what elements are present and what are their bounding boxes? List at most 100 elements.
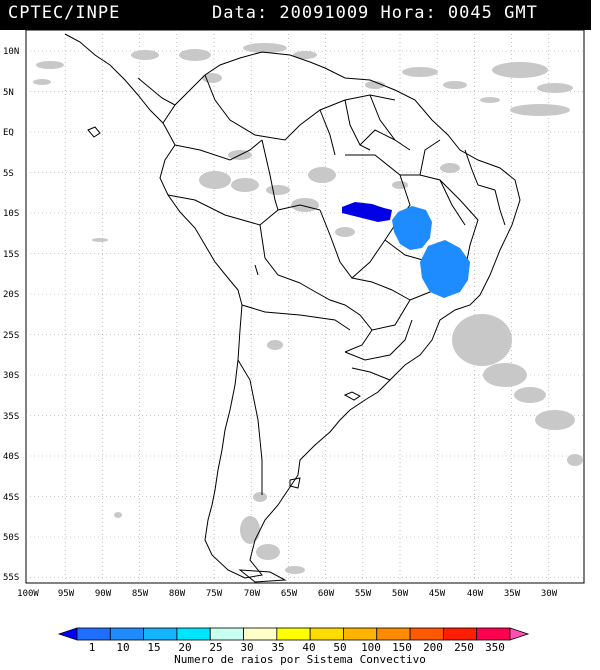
lon-label: 35W: [504, 589, 521, 599]
colorbar-label: 35: [271, 641, 284, 654]
cloud-patch: [392, 181, 408, 189]
colorbar-label: 100: [361, 641, 381, 654]
colorbar-swatch: [442, 627, 478, 641]
cloud-patch: [293, 51, 317, 59]
cloud-patch: [492, 62, 548, 78]
lon-label: 70W: [244, 589, 261, 599]
colorbar-swatch: [376, 627, 411, 641]
cloud-patch: [483, 363, 527, 387]
lon-label: 90W: [95, 589, 112, 599]
cloud-patch: [266, 185, 290, 195]
lon-label: 80W: [169, 589, 186, 599]
colorbar-swatch: [409, 627, 444, 641]
cloud-patch: [365, 81, 385, 89]
cloud-patch: [179, 49, 211, 61]
lon-label: 30W: [541, 589, 558, 599]
cloud-patch: [285, 566, 305, 574]
lon-label: 50W: [392, 589, 409, 599]
lon-label: 75W: [206, 589, 223, 599]
colorbar-label: 15: [147, 641, 160, 654]
colorbar-swatch: [57, 627, 78, 641]
lat-label: 5N: [3, 88, 14, 98]
cloud-patch: [291, 198, 319, 212]
lightning-system-east: [420, 240, 470, 298]
colorbar-label: 350: [485, 641, 505, 654]
longitude-labels: 100W 95W 90W 85W 80W 75W 70W 65W 60W 55W…: [17, 589, 558, 599]
colorbar-label: 25: [209, 641, 222, 654]
cloud-patch: [243, 43, 287, 53]
lon-label: 95W: [58, 589, 75, 599]
colorbar-swatch: [243, 627, 278, 641]
cloud-patch: [537, 83, 573, 93]
lat-label: 10S: [3, 209, 19, 219]
cloud-patch: [452, 314, 512, 366]
colorbar-swatch: [343, 627, 378, 641]
colorbar-swatch: [209, 627, 244, 641]
cloud-patch: [402, 67, 438, 77]
colorbar-label: 1: [89, 641, 96, 654]
cloud-patch: [240, 516, 260, 544]
lat-label: 15S: [3, 250, 19, 260]
lon-label: 45W: [429, 589, 446, 599]
cloud-patch: [535, 410, 575, 430]
lat-label: 20S: [3, 290, 19, 300]
lat-label: 5S: [3, 169, 14, 179]
lightning-system-west: [342, 202, 392, 222]
cloud-patch: [36, 61, 64, 69]
lat-label: 30S: [3, 371, 19, 381]
lon-label: 65W: [281, 589, 298, 599]
cloud-patch: [267, 340, 283, 350]
colorbar: [57, 627, 530, 641]
colorbar-label: 30: [240, 641, 253, 654]
colorbar-label: 50: [333, 641, 346, 654]
colorbar-swatch: [509, 627, 530, 641]
cloud-cover: [33, 43, 583, 574]
lat-label: 55S: [3, 573, 19, 583]
lat-label: EQ: [3, 128, 14, 138]
cloud-patch: [567, 454, 583, 466]
date-time-label: Data: 20091009 Hora: 0045 GMT: [212, 3, 538, 23]
lat-label: 45S: [3, 493, 19, 503]
cloud-patch: [131, 50, 159, 60]
cloud-patch: [253, 492, 267, 502]
lat-label: 25S: [3, 331, 19, 341]
cloud-patch: [510, 104, 570, 116]
cloud-patch: [199, 171, 231, 189]
map-header: CPTEC/INPE Data: 20091009 Hora: 0045 GMT: [0, 0, 591, 30]
lon-label: 55W: [355, 589, 372, 599]
colorbar-swatch: [143, 627, 178, 641]
cloud-patch: [33, 79, 51, 85]
cloud-patch: [114, 512, 122, 518]
cloud-patch: [308, 167, 336, 183]
country-borders: [64, 33, 521, 583]
source-label: CPTEC/INPE: [8, 3, 121, 23]
colorbar-swatch: [109, 627, 145, 641]
colorbar-title: Numero de raios por Sistema Convectivo: [174, 653, 426, 666]
cloud-patch: [231, 178, 259, 192]
lon-label: 60W: [318, 589, 335, 599]
cloud-patch: [256, 544, 280, 560]
colorbar-swatch: [476, 627, 511, 641]
lat-label: 10N: [3, 47, 19, 57]
cloud-patch: [480, 97, 500, 103]
cloud-patch: [92, 238, 108, 242]
cloud-patch: [440, 163, 460, 173]
lon-label: 85W: [132, 589, 149, 599]
cloud-patch: [443, 81, 467, 89]
cloud-patch: [335, 227, 355, 237]
colorbar-label: 200: [423, 641, 443, 654]
lat-label: 35S: [3, 412, 19, 422]
latitude-labels: 10N 5N EQ 5S 10S 15S 20S 25S 30S 35S 40S…: [3, 47, 19, 583]
lon-label: 100W: [17, 589, 39, 599]
colorbar-label: 150: [392, 641, 412, 654]
lat-label: 50S: [3, 533, 19, 543]
colorbar-swatch: [76, 627, 111, 641]
colorbar-label: 10: [116, 641, 129, 654]
cloud-patch: [514, 387, 546, 403]
colorbar-swatch: [176, 627, 211, 641]
colorbar-swatch: [276, 627, 311, 641]
colorbar-labels: 1 10 15 20 25 30 35 40 50 100 150 200 25…: [89, 641, 505, 654]
lon-label: 40W: [467, 589, 484, 599]
colorbar-label: 20: [178, 641, 191, 654]
